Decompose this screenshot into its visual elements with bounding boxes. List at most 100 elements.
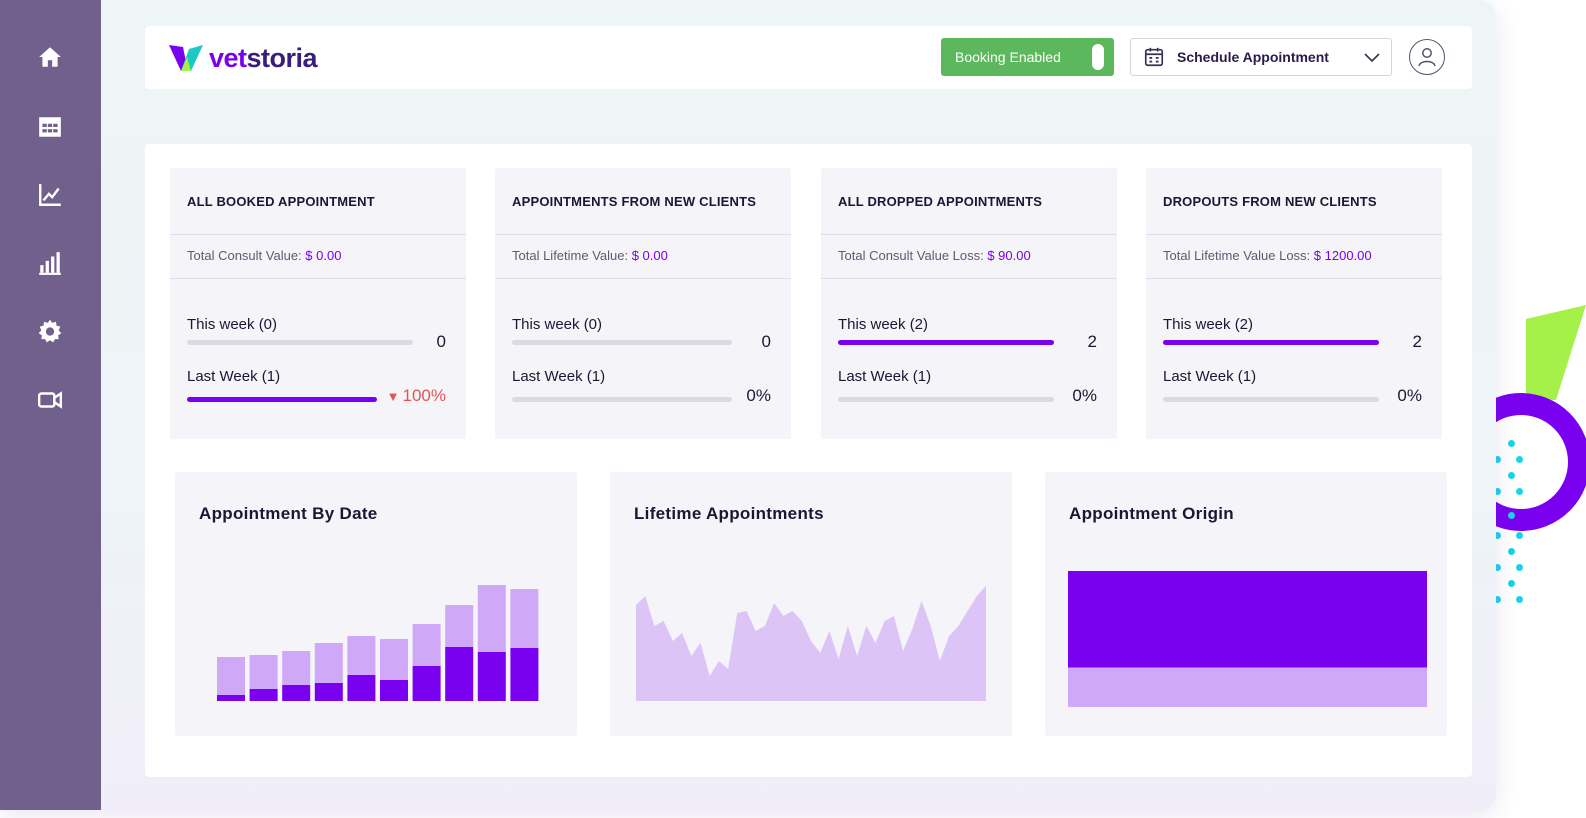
stat-card-subtitle: Total Consult Value: $ 0.00 — [187, 248, 341, 263]
last-week-value: 0% — [1072, 386, 1097, 406]
origin-segment-primary — [1068, 571, 1427, 668]
this-week-progress-fill — [1163, 340, 1379, 345]
last-week-label: Last Week (1) — [1163, 368, 1257, 385]
this-week-label: This week (0) — [512, 316, 603, 333]
bar-segment-lower — [217, 695, 245, 701]
stat-card-title: APPOINTMENTS FROM NEW CLIENTS — [512, 194, 757, 209]
home-icon[interactable] — [36, 43, 64, 71]
bar-segment-lower — [314, 683, 343, 701]
calendar-grid-icon[interactable] — [36, 113, 64, 141]
bar-segment-upper — [380, 639, 408, 680]
last-week-value: 0% — [1397, 386, 1422, 406]
stat-card-subtitle: Total Consult Value Loss: $ 90.00 — [838, 248, 1031, 263]
last-week-value-text: 0% — [1397, 386, 1422, 405]
bar-chart-icon[interactable] — [36, 249, 64, 277]
last-week-value-text: 0% — [1072, 386, 1097, 405]
schedule-appointment-label: Schedule Appointment — [1177, 49, 1329, 65]
schedule-appointment-dropdown[interactable]: Schedule Appointment — [1130, 38, 1392, 76]
bar-segment-upper — [510, 589, 539, 648]
bar-segment-upper — [477, 585, 506, 652]
video-camera-icon[interactable] — [36, 386, 64, 414]
stat-card-title: DROPOUTS FROM NEW CLIENTS — [1163, 194, 1377, 209]
decorative-purple-ring — [1496, 393, 1586, 531]
bar-segment-upper — [249, 655, 278, 689]
divider — [1146, 278, 1442, 279]
app-window: vetstoria Booking Enabled Schedule Appoi… — [0, 0, 1496, 810]
stat-card: ALL DROPPED APPOINTMENTS Total Consult Va… — [821, 168, 1117, 439]
divider — [170, 234, 466, 235]
settings-gear-icon[interactable] — [36, 317, 64, 345]
this-week-label: This week (2) — [838, 316, 929, 333]
subtitle-value: $ 90.00 — [987, 248, 1031, 263]
divider — [821, 278, 1117, 279]
appointment-by-date-chart — [217, 585, 539, 701]
stat-card-subtitle: Total Lifetime Value Loss: $ 1200.00 — [1163, 248, 1372, 263]
last-week-value-text: 0% — [746, 386, 771, 405]
last-week-progress-bar — [512, 397, 732, 402]
user-avatar-icon[interactable] — [1409, 39, 1445, 75]
calendar-icon — [1144, 47, 1164, 67]
sidebar — [0, 0, 101, 810]
subtitle-value: $ 0.00 — [631, 248, 668, 263]
last-week-label: Last Week (1) — [512, 368, 606, 385]
toggle-knob[interactable] — [1092, 44, 1104, 70]
chevron-down-icon[interactable] — [1363, 49, 1381, 67]
last-week-progress-bar — [838, 397, 1054, 402]
appointment-by-date-card: Appointment By Date — [175, 472, 577, 736]
bar-segment-upper — [314, 643, 343, 683]
chart-title: Appointment By Date — [199, 504, 378, 523]
chart-title: Appointment Origin — [1069, 504, 1234, 523]
this-week-progress-fill — [838, 340, 1054, 345]
this-week-value: 0 — [436, 332, 446, 351]
stat-card-subtitle: Total Lifetime Value: $ 0.00 — [512, 248, 668, 263]
top-bar: vetstoria Booking Enabled Schedule Appoi… — [145, 26, 1472, 89]
chart-title: Lifetime Appointments — [634, 504, 824, 523]
trend-down-icon: ▼ — [386, 389, 400, 404]
subtitle-value: $ 0.00 — [305, 248, 342, 263]
this-week-progress-bar — [1163, 340, 1379, 345]
this-week-value: 2 — [1087, 332, 1097, 351]
bar-segment-upper — [282, 651, 311, 685]
last-week-value: ▼ 100% — [387, 386, 446, 406]
bar-segment-lower — [510, 648, 539, 701]
last-week-label: Last Week (1) — [187, 368, 281, 385]
stat-card-title: ALL DROPPED APPOINTMENTS — [838, 194, 1043, 209]
this-week-label: This week (2) — [1163, 316, 1254, 333]
last-week-progress-fill — [187, 397, 377, 402]
divider — [821, 234, 1117, 235]
vetstoria-logo-mark-icon — [169, 45, 203, 71]
origin-segment-secondary — [1068, 667, 1427, 707]
appointment-origin-card: Appointment Origin — [1045, 472, 1447, 736]
last-week-label: Last Week (1) — [838, 368, 932, 385]
bar-segment-lower — [412, 666, 441, 701]
divider — [495, 234, 791, 235]
last-week-value: 0% — [746, 386, 771, 406]
divider — [1146, 234, 1442, 235]
bar-segment-upper — [347, 636, 376, 675]
bar-segment-lower — [380, 680, 408, 701]
subtitle-label: Total Lifetime Value Loss: — [1163, 248, 1314, 263]
last-week-value-text: 100% — [402, 386, 446, 405]
line-chart-icon[interactable] — [36, 181, 64, 209]
lifetime-appointments-card: Lifetime Appointments — [610, 472, 1012, 736]
booking-enabled-toggle-button[interactable]: Booking Enabled — [941, 38, 1114, 76]
this-week-label: This week (0) — [187, 316, 278, 333]
this-week-progress-bar — [838, 340, 1054, 345]
bar-segment-lower — [282, 685, 311, 701]
stat-card: DROPOUTS FROM NEW CLIENTS Total Lifetime … — [1146, 168, 1442, 439]
this-week-progress-bar — [512, 340, 732, 345]
bar-segment-lower — [347, 675, 376, 701]
divider — [495, 278, 791, 279]
this-week-progress-bar — [187, 340, 413, 345]
bar-segment-lower — [445, 647, 474, 701]
decorative-green-shape — [1526, 305, 1586, 400]
subtitle-value: $ 1200.00 — [1313, 248, 1372, 263]
stat-card-title: ALL BOOKED APPOINTMENT — [187, 194, 375, 209]
vetstoria-logo[interactable]: vetstoria — [169, 42, 318, 74]
booking-enabled-label: Booking Enabled — [955, 49, 1061, 65]
stat-card: ALL BOOKED APPOINTMENT Total Consult Valu… — [170, 168, 466, 439]
dashboard-main: ALL BOOKED APPOINTMENT Total Consult Valu… — [145, 144, 1472, 777]
area-series — [636, 586, 986, 701]
lifetime-appointments-chart — [636, 586, 986, 701]
bar-segment-upper — [445, 605, 474, 647]
